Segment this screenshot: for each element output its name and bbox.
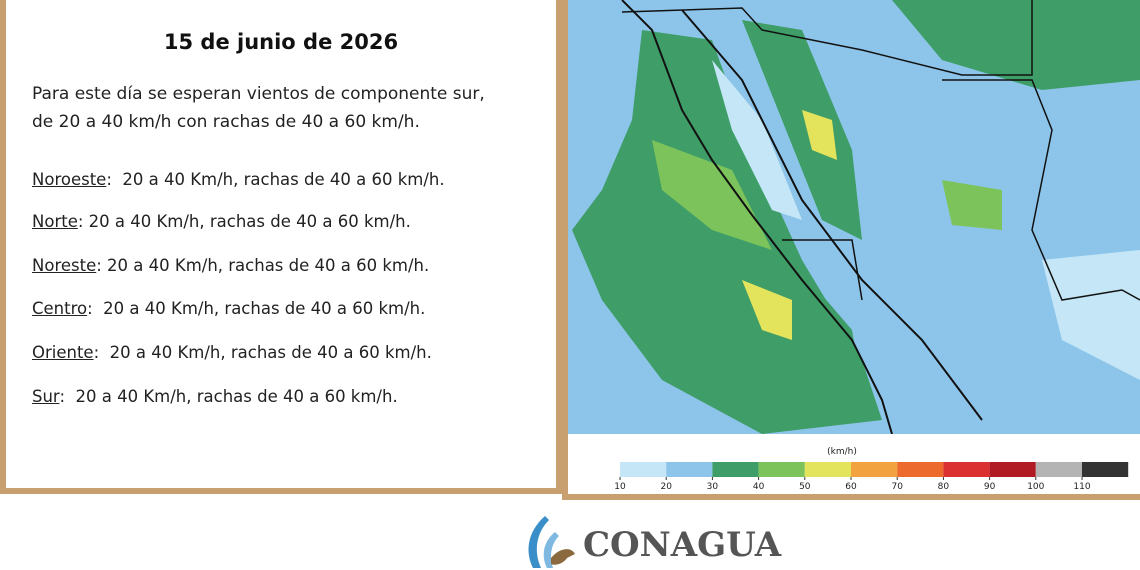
colorbar-cell (851, 462, 898, 477)
region-text: : 20 a 40 Km/h, rachas de 40 a 60 km/h. (96, 256, 430, 275)
colorbar-tick-label: 110 (1073, 482, 1090, 492)
region-item: Centro: 20 a 40 Km/h, rachas de 40 a 60 … (32, 299, 425, 318)
colorbar-tick-label: 10 (614, 482, 626, 492)
region-name: Sur (32, 387, 60, 406)
colorbar-cell (758, 462, 805, 477)
colorbar-cell (943, 462, 990, 477)
region-name: Norte (32, 212, 78, 231)
intro-line: de 20 a 40 km/h con rachas de 40 a 60 km… (32, 112, 420, 132)
colorbar-cell (804, 462, 851, 477)
colorbar: (km/h) 10 20 30 40 50 60 70 80 90 100 110 (573, 447, 1129, 492)
colorbar-cell (620, 462, 667, 477)
map (562, 0, 1140, 500)
region-text: : 20 a 40 Km/h, rachas de 40 a 60 km/h. (106, 170, 445, 189)
colorbar-cell (897, 462, 944, 477)
colorbar-tick-label: 20 (660, 482, 672, 492)
colorbar-tick-label: 90 (984, 482, 996, 492)
region-text: : 20 a 40 Km/h, rachas de 40 a 60 km/h. (87, 299, 426, 318)
region-item: Noreste: 20 a 40 Km/h, rachas de 40 a 60… (32, 256, 429, 275)
date: 15 de junio de 2026 (163, 30, 399, 54)
region-text: : 20 a 40 Km/h, rachas de 40 a 60 km/h. (93, 343, 432, 362)
region-name: Noreste (32, 256, 97, 275)
colorbar-tick-label: 80 (938, 482, 950, 492)
region-name: Centro (32, 299, 88, 318)
colorbar-tick-label: 70 (891, 482, 903, 492)
colorbar-tick-label: 60 (845, 482, 857, 492)
colorbar-tick-label: 30 (707, 482, 719, 492)
colorbar-tick-label: 50 (799, 482, 811, 492)
colorbar-tick-label: 100 (1027, 482, 1044, 492)
legend-unit: (km/h) (827, 447, 857, 457)
region-text: : 20 a 40 Km/h, rachas de 40 a 60 km/h. (59, 387, 398, 406)
text-panel (0, 0, 562, 494)
colorbar-cell (712, 462, 759, 477)
region-name: Oriente (32, 343, 94, 362)
colorbar-cell (1035, 462, 1082, 477)
logo: CONAGUA (528, 516, 782, 568)
colorbar-cell (1082, 462, 1129, 477)
region-item: Sur: 20 a 40 Km/h, rachas de 40 a 60 km/… (32, 387, 398, 406)
region-name: Noroeste (32, 170, 107, 189)
colorbar-cell (573, 462, 620, 477)
region-item: Norte: 20 a 40 Km/h, rachas de 40 a 60 k… (32, 212, 411, 231)
logo-text: CONAGUA (583, 525, 782, 565)
intro-line: Para este día se esperan vientos de comp… (32, 84, 485, 104)
region-item: Oriente: 20 a 40 Km/h, rachas de 40 a 60… (32, 343, 432, 362)
colorbar-tick-label: 40 (753, 482, 765, 492)
colorbar-cell (666, 462, 713, 477)
region-text: : 20 a 40 Km/h, rachas de 40 a 60 km/h. (77, 212, 411, 231)
colorbar-cell (989, 462, 1036, 477)
region-item: Noroeste: 20 a 40 Km/h, rachas de 40 a 6… (32, 170, 445, 189)
